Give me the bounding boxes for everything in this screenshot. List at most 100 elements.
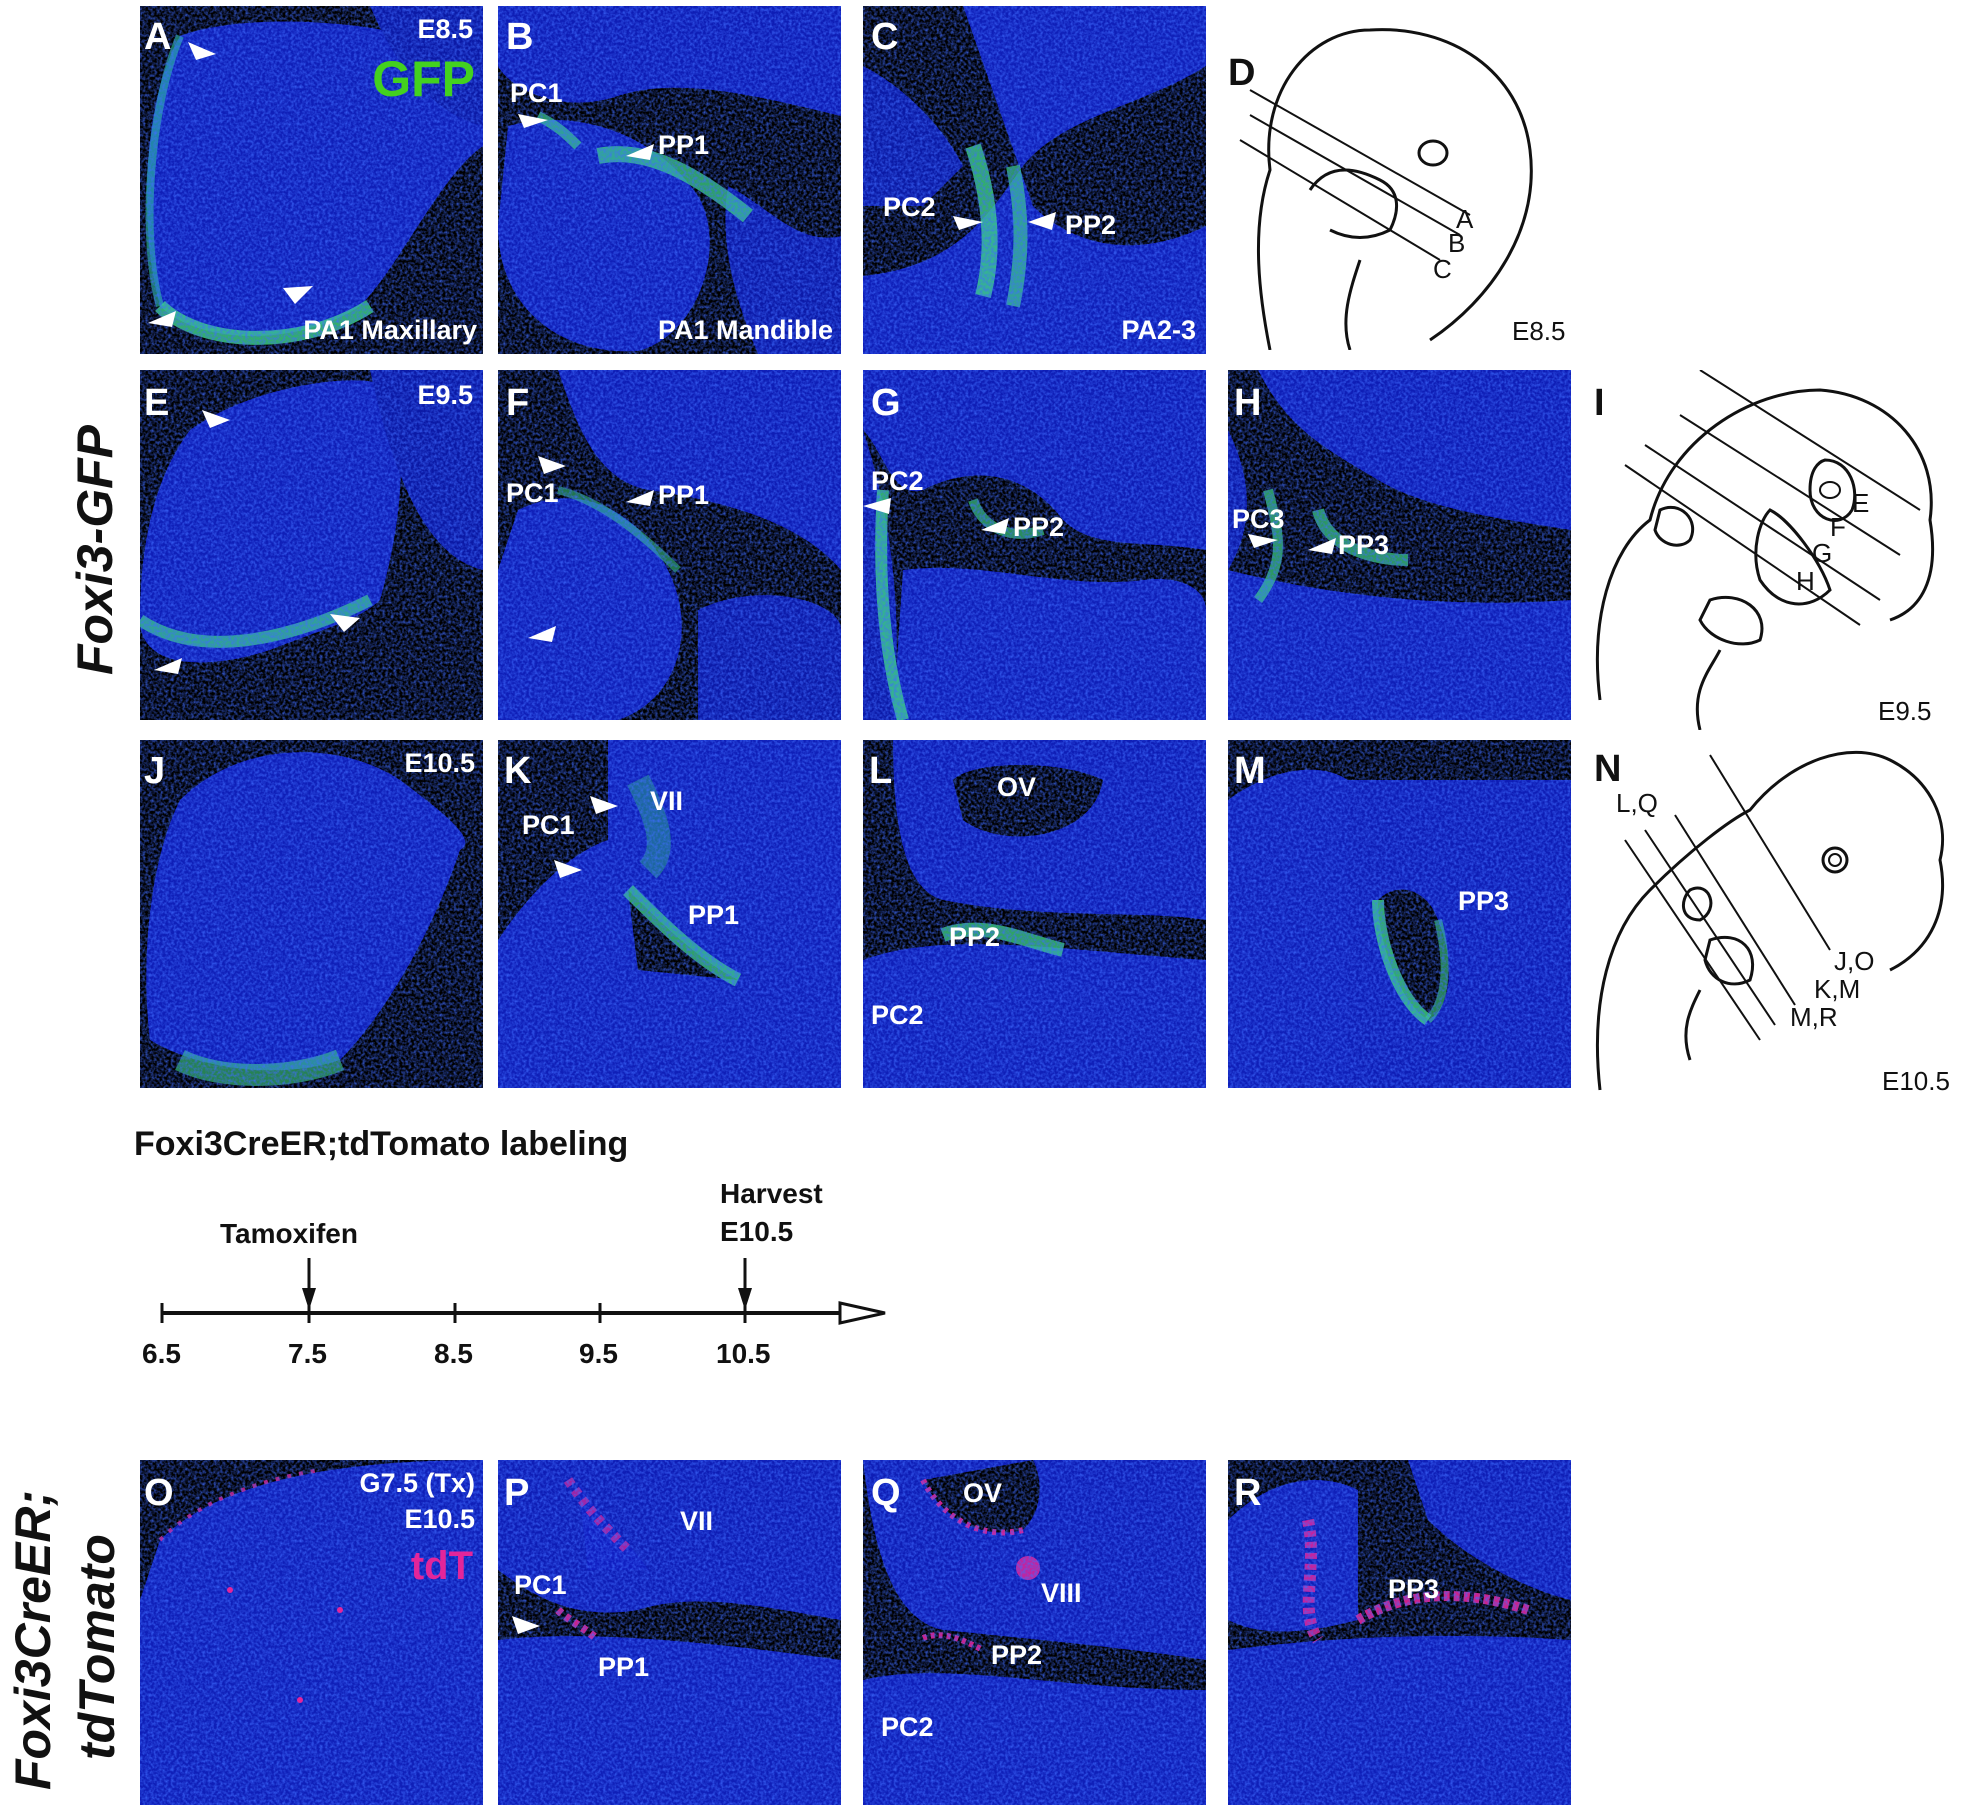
tdt-channel-label: tdT bbox=[410, 1544, 473, 1588]
pc1-label: PC1 bbox=[522, 810, 575, 840]
panel-r-image: R PP3 bbox=[1228, 1460, 1571, 1805]
tdt-row-title-line2: tdTomato bbox=[69, 1534, 125, 1760]
panel-o-image: O G7.5 (Tx) E10.5 tdT bbox=[140, 1460, 483, 1805]
pp2-label: PP2 bbox=[1013, 512, 1065, 542]
nerve-vii-label: VII bbox=[650, 786, 684, 816]
caption: PA2-3 bbox=[1121, 315, 1196, 345]
embryo-diagram-n: N L,Q J,O K,M M,R E10.5 bbox=[1590, 740, 1970, 1100]
tick-label: 6.5 bbox=[142, 1338, 181, 1369]
pc2-label: PC2 bbox=[871, 466, 924, 496]
panel-j-image: J E10.5 bbox=[140, 740, 483, 1088]
section-line-label: B bbox=[1448, 228, 1466, 258]
tick-label: 7.5 bbox=[288, 1338, 327, 1369]
tamoxifen-stage-label: G7.5 (Tx) bbox=[359, 1468, 475, 1498]
panel-letter: I bbox=[1594, 382, 1605, 424]
arrowhead-icon bbox=[518, 114, 548, 128]
arrowhead-icon bbox=[554, 860, 582, 878]
panel-letter: H bbox=[1234, 382, 1262, 424]
pc3-label: PC3 bbox=[1232, 504, 1285, 534]
arrowhead-icon bbox=[148, 311, 176, 327]
arrowhead-icon bbox=[626, 144, 654, 160]
arrowhead-icon bbox=[512, 1616, 540, 1634]
stage-label: E9.5 bbox=[417, 380, 473, 410]
arrowhead-icon bbox=[1028, 212, 1056, 230]
panel-l-image: L OV PP2 PC2 bbox=[863, 740, 1206, 1088]
panel-b-image: B PC1 PP1 PA1 Mandible bbox=[498, 6, 841, 354]
arrowhead-icon bbox=[981, 518, 1009, 534]
timeline-title: Foxi3CreER;tdTomato labeling bbox=[134, 1125, 629, 1163]
tdt-row-title-line1: Foxi3CreER; bbox=[5, 1489, 61, 1790]
arrowhead-icon bbox=[590, 796, 618, 814]
panel-letter: C bbox=[871, 16, 899, 58]
nerve-vii-label: VII bbox=[680, 1506, 714, 1536]
panel-letter: M bbox=[1234, 750, 1266, 792]
panel-letter: K bbox=[504, 750, 532, 792]
panel-g-image: G PC2 PP2 bbox=[863, 370, 1206, 720]
section-line-label: L,Q bbox=[1616, 788, 1658, 818]
stage-label: E10.5 bbox=[404, 748, 475, 778]
arrowhead-icon bbox=[330, 614, 360, 632]
panel-letter: R bbox=[1234, 1472, 1262, 1514]
stage-label: E8.5 bbox=[417, 14, 473, 44]
panel-f-image: F PC1 PP1 bbox=[498, 370, 841, 720]
section-line-label: G bbox=[1812, 538, 1833, 568]
gfp-channel-label: GFP bbox=[372, 51, 475, 107]
arrowhead-icon bbox=[1248, 534, 1278, 548]
stage-label: E8.5 bbox=[1512, 316, 1566, 346]
pp2-label: PP2 bbox=[949, 922, 1001, 952]
timeline-axis bbox=[160, 1258, 886, 1325]
caption: PA1 Maxillary bbox=[303, 315, 477, 345]
arrowhead-icon bbox=[283, 286, 313, 304]
harvest-stage-label: E10.5 bbox=[720, 1216, 794, 1247]
gfp-row-title: Foxi3-GFP bbox=[67, 424, 123, 675]
panel-a-image: A E8.5 GFP PA1 Maxillary bbox=[140, 6, 483, 354]
section-line-label: K,M bbox=[1814, 974, 1861, 1004]
tick-label: 8.5 bbox=[434, 1338, 473, 1369]
panel-letter: P bbox=[504, 1472, 530, 1514]
pc1-label: PC1 bbox=[510, 78, 563, 108]
panel-letter: B bbox=[506, 16, 534, 58]
pp3-label: PP3 bbox=[1458, 886, 1510, 916]
panel-k-image: K PC1 VII PP1 bbox=[498, 740, 841, 1088]
otic-vesicle-label: OV bbox=[997, 772, 1037, 802]
pc1-label: PC1 bbox=[514, 1570, 567, 1600]
harvest-label: Harvest bbox=[720, 1178, 823, 1209]
section-line-label: C bbox=[1433, 254, 1452, 284]
section-line-label: J,O bbox=[1834, 946, 1875, 976]
panel-p-image: P VII PC1 PP1 bbox=[498, 1460, 841, 1805]
panel-letter: D bbox=[1228, 52, 1256, 94]
pp2-label: PP2 bbox=[1065, 210, 1117, 240]
panel-q-image: Q OV VIII PP2 PC2 bbox=[863, 1460, 1206, 1805]
panel-c-image: C PC2 PP2 PA2-3 bbox=[863, 6, 1206, 354]
arrowhead-icon bbox=[528, 626, 556, 642]
tick-label: 9.5 bbox=[579, 1338, 618, 1369]
section-line-label: F bbox=[1830, 512, 1846, 542]
arrowhead-icon bbox=[154, 658, 182, 674]
pp1-label: PP1 bbox=[658, 130, 710, 160]
panel-letter: N bbox=[1594, 748, 1622, 790]
embryo-diagram-d: D A B C E8.5 bbox=[1228, 10, 1570, 351]
harvest-stage-label: E10.5 bbox=[404, 1504, 475, 1534]
panel-m-image: M PP3 bbox=[1228, 740, 1571, 1088]
section-line-label: E bbox=[1852, 488, 1870, 518]
otic-vesicle-label: OV bbox=[963, 1478, 1003, 1508]
arrowhead-icon bbox=[202, 410, 230, 428]
pp1-label: PP1 bbox=[688, 900, 740, 930]
pp1-label: PP1 bbox=[658, 480, 710, 510]
tick-label: 10.5 bbox=[716, 1338, 771, 1369]
pc2-label: PC2 bbox=[883, 192, 936, 222]
stage-label: E10.5 bbox=[1882, 1066, 1950, 1096]
embryo-diagram-i: I E F G H E9.5 bbox=[1590, 369, 1970, 731]
arrowhead-icon bbox=[953, 216, 983, 230]
stage-label: E9.5 bbox=[1878, 696, 1932, 726]
arrowhead-icon bbox=[188, 42, 216, 60]
panel-letter: L bbox=[869, 750, 893, 792]
pp2-label: PP2 bbox=[991, 1640, 1043, 1670]
pp3-label: PP3 bbox=[1338, 530, 1390, 560]
panel-letter: O bbox=[144, 1472, 174, 1514]
section-line-label: A bbox=[1456, 204, 1474, 234]
arrowhead-icon bbox=[538, 456, 566, 474]
panel-letter: J bbox=[144, 750, 166, 792]
pc2-label: PC2 bbox=[871, 1000, 924, 1030]
pc2-label: PC2 bbox=[881, 1712, 934, 1742]
